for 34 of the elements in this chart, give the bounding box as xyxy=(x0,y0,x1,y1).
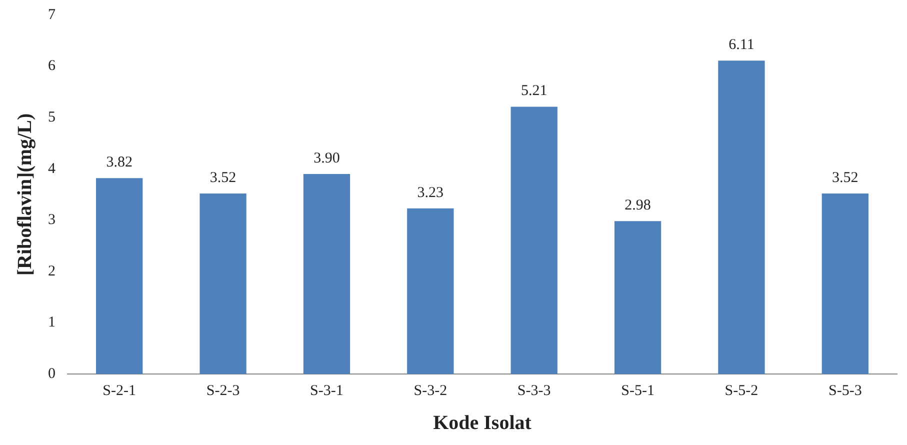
bar xyxy=(614,221,662,374)
x-tick-label: S-2-3 xyxy=(206,382,240,399)
x-axis-title: Kode Isolat xyxy=(433,412,532,434)
y-tick-label: 7 xyxy=(48,6,56,23)
x-tick-label: S-3-3 xyxy=(517,382,551,399)
x-tick-label: S-5-1 xyxy=(621,382,654,399)
data-label: 3.90 xyxy=(314,150,340,166)
x-tick-label: S-5-2 xyxy=(724,382,758,399)
bar xyxy=(510,106,558,374)
data-label: 3.82 xyxy=(106,154,132,171)
x-tick-label: S-3-1 xyxy=(310,382,344,399)
y-tick-label: 3 xyxy=(48,212,56,228)
data-label: 3.23 xyxy=(417,184,444,201)
x-tick-label: S-2-1 xyxy=(102,382,136,399)
bar xyxy=(718,60,765,374)
y-tick-label: 6 xyxy=(48,58,56,74)
bar xyxy=(303,174,350,374)
bar xyxy=(822,193,868,374)
data-label: 3.52 xyxy=(210,170,236,186)
bar xyxy=(200,193,246,374)
data-label: 6.11 xyxy=(728,37,754,54)
x-tick-label: S-3-2 xyxy=(414,382,448,399)
y-tick-label: 4 xyxy=(48,160,56,177)
bar xyxy=(96,178,143,374)
data-label: 5.21 xyxy=(520,83,548,100)
y-tick-label: 5 xyxy=(48,110,56,126)
y-tick-label: 1 xyxy=(48,314,56,331)
data-label: 2.98 xyxy=(624,198,651,214)
y-tick-label: 2 xyxy=(48,263,56,280)
data-label: 3.52 xyxy=(832,170,858,186)
y-axis-title: [Riboflavin](mg/L) xyxy=(14,113,36,276)
x-tick-label: S-5-3 xyxy=(828,382,862,399)
y-tick-label: 0 xyxy=(48,366,56,382)
bar xyxy=(407,208,454,374)
